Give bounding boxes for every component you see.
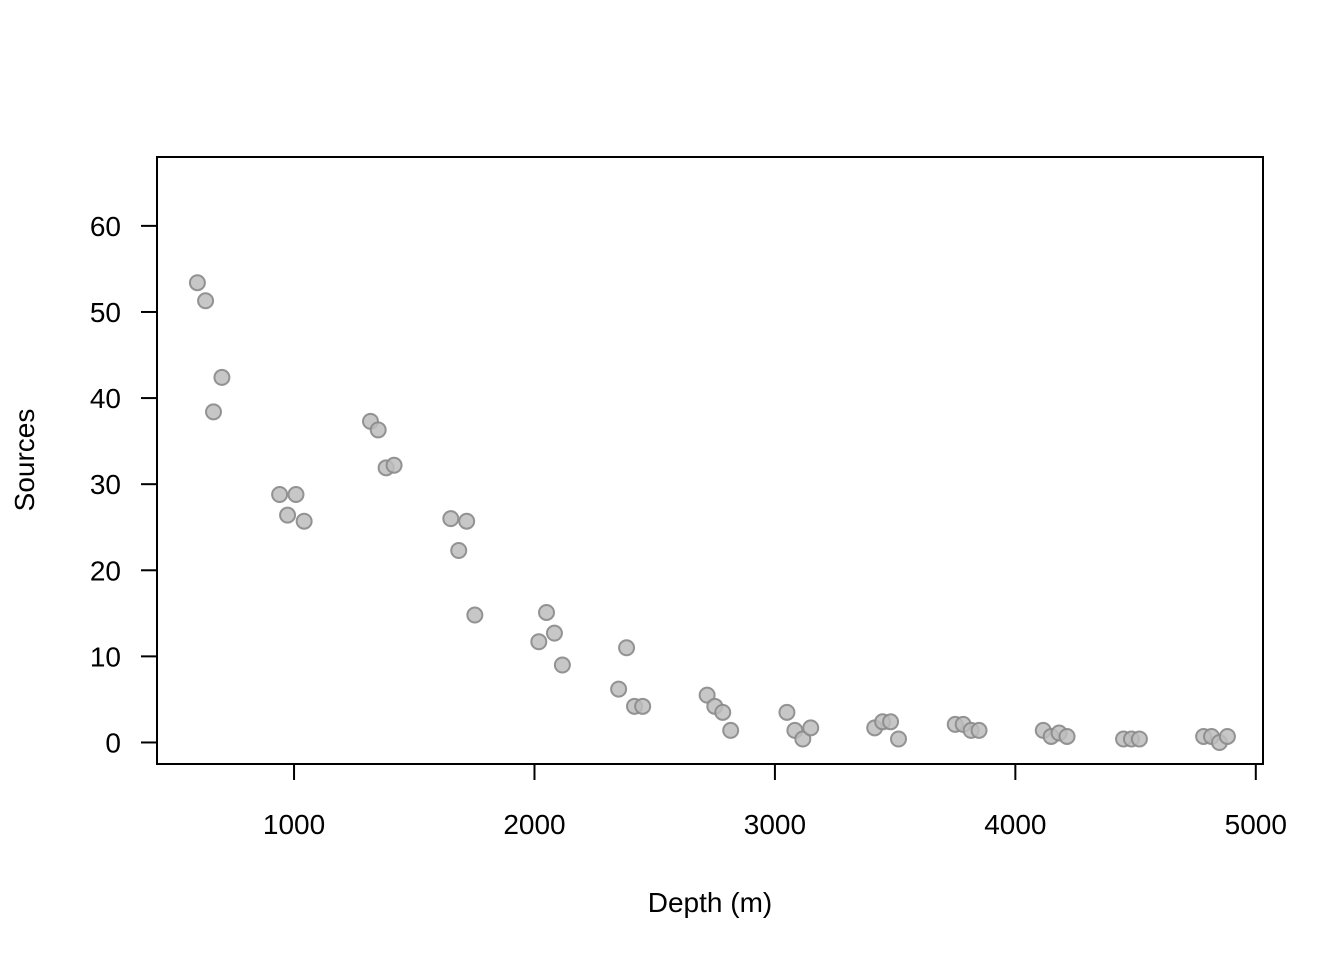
data-point	[279, 506, 297, 524]
y-axis: 0 10 20 30 40 50 60	[90, 211, 158, 758]
plot-frame	[156, 156, 1264, 765]
data-point	[553, 656, 571, 674]
x-tick-label: 1000	[263, 809, 325, 840]
y-tick-label: 40	[90, 383, 121, 414]
data-point	[450, 541, 468, 559]
data-point	[188, 274, 206, 292]
data-point	[271, 486, 289, 504]
data-point	[545, 624, 563, 642]
x-axis: 1000 2000 3000 4000 5000	[263, 763, 1287, 840]
data-point	[287, 486, 305, 504]
data-point	[205, 403, 223, 421]
data-point	[197, 292, 215, 310]
data-point	[213, 368, 231, 386]
x-tick-label: 5000	[1225, 809, 1287, 840]
data-point	[385, 456, 403, 474]
y-tick-label: 30	[90, 469, 121, 500]
data-point	[1130, 730, 1148, 748]
data-point	[610, 680, 628, 698]
x-tick-label: 2000	[503, 809, 565, 840]
data-point	[530, 633, 548, 651]
x-axis-title: Depth (m)	[648, 887, 772, 918]
y-tick-label: 10	[90, 641, 121, 672]
data-point	[618, 639, 636, 657]
x-tick-label: 4000	[984, 809, 1046, 840]
data-point	[778, 703, 796, 721]
y-tick-label: 20	[90, 555, 121, 586]
data-point	[466, 606, 484, 624]
data-point	[722, 721, 740, 739]
data-point	[634, 697, 652, 715]
data-point	[458, 512, 476, 530]
y-tick-label: 0	[105, 727, 121, 758]
data-points	[188, 274, 1236, 751]
data-point	[1058, 727, 1076, 745]
data-point	[970, 721, 988, 739]
data-point	[882, 713, 900, 731]
data-point	[802, 719, 820, 737]
data-point	[369, 421, 387, 439]
y-tick-label: 50	[90, 297, 121, 328]
data-point	[295, 512, 313, 530]
data-point	[794, 730, 812, 748]
data-point	[890, 730, 908, 748]
x-tick-label: 3000	[744, 809, 806, 840]
y-tick-label: 60	[90, 211, 121, 242]
data-point	[538, 603, 556, 621]
data-point	[714, 703, 732, 721]
data-point	[1218, 727, 1236, 745]
y-axis-title: Sources	[9, 409, 40, 512]
data-point	[442, 510, 460, 528]
